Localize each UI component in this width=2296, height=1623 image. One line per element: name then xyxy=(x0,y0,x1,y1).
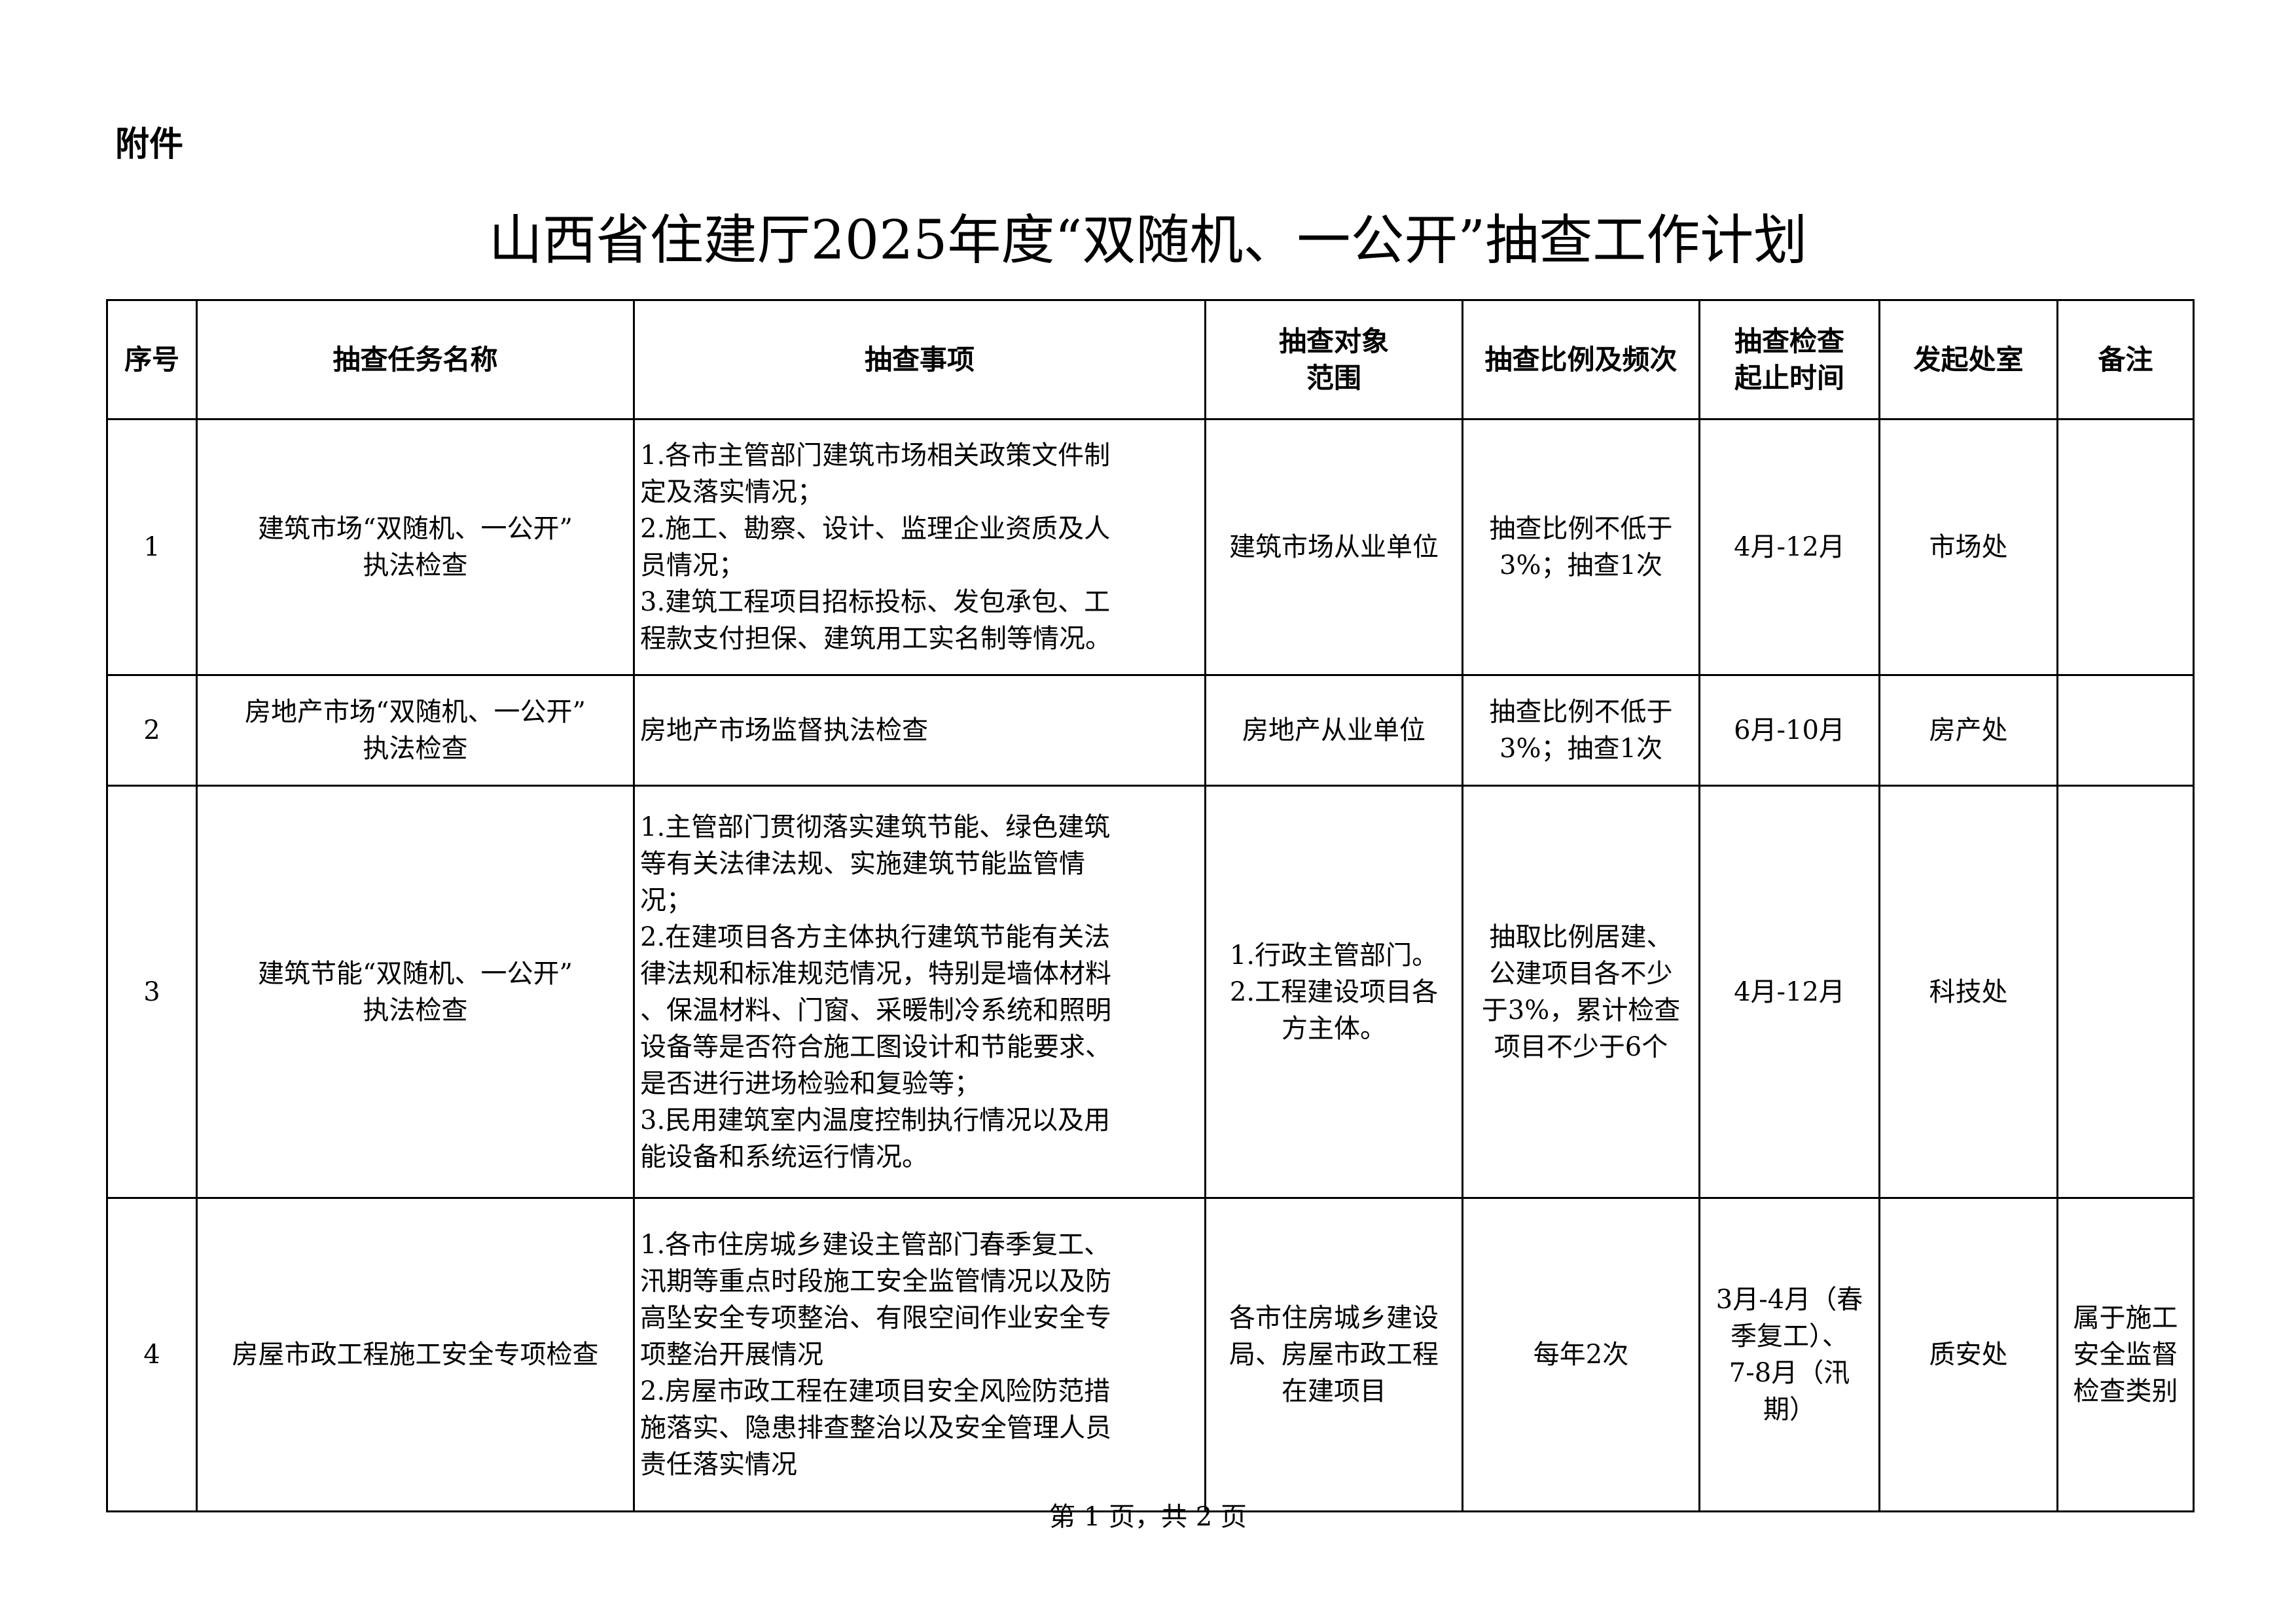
cell-ratio: 每年2次 xyxy=(1462,1197,1700,1512)
table-row: 3 建筑节能“双随机、一公开” 执法检查 1.主管部门贯彻落实建筑节能、绿色建筑… xyxy=(106,785,2195,1199)
header-period: 抽查检查 起止时间 xyxy=(1698,299,1880,420)
cell-task: 房地产市场“双随机、一公开” 执法检查 xyxy=(196,674,635,787)
cell-office: 房产处 xyxy=(1878,674,2058,787)
cell-office: 质安处 xyxy=(1878,1197,2058,1512)
cell-remark: 属于施工 安全监督 检查类别 xyxy=(2056,1197,2195,1512)
cell-items: 1.主管部门贯彻落实建筑节能、绿色建筑 等有关法律法规、实施建筑节能监管情 况；… xyxy=(633,785,1206,1199)
cell-items: 1.各市主管部门建筑市场相关政策文件制 定及落实情况； 2.施工、勘察、设计、监… xyxy=(633,418,1206,676)
header-task: 抽查任务名称 xyxy=(196,299,635,420)
cell-period: 3月-4月（春 季复工）、 7-8月（汛 期） xyxy=(1698,1197,1880,1512)
cell-scope: 房地产从业单位 xyxy=(1204,674,1463,787)
cell-scope: 1.行政主管部门。 2.工程建设项目各 方主体。 xyxy=(1204,785,1463,1199)
header-ratio: 抽查比例及频次 xyxy=(1462,299,1700,420)
inspection-plan-table: 序号 抽查任务名称 抽查事项 抽查对象 范围 抽查比例及频次 抽查检查 起止时间… xyxy=(106,299,2195,1512)
cell-office: 科技处 xyxy=(1878,785,2058,1199)
header-items: 抽查事项 xyxy=(633,299,1206,420)
cell-remark xyxy=(2056,785,2195,1199)
table-row: 4 房屋市政工程施工安全专项检查 1.各市住房城乡建设主管部门春季复工、 汛期等… xyxy=(106,1197,2195,1512)
cell-task: 房屋市政工程施工安全专项检查 xyxy=(196,1197,635,1512)
header-no: 序号 xyxy=(106,299,198,420)
header-remark: 备注 xyxy=(2056,299,2195,420)
cell-remark xyxy=(2056,674,2195,787)
cell-period: 6月-10月 xyxy=(1698,674,1880,787)
page-title: 山西省住建厅2025年度“双随机、一公开”抽查工作计划 xyxy=(488,209,1808,272)
attachment-label: 附件 xyxy=(115,125,184,164)
page-footer: 第 1 页，共 2 页 xyxy=(1049,1502,1247,1532)
header-scope: 抽查对象 范围 xyxy=(1204,299,1463,420)
cell-period: 4月-12月 xyxy=(1698,418,1880,676)
cell-items: 1.各市住房城乡建设主管部门春季复工、 汛期等重点时段施工安全监管情况以及防 高… xyxy=(633,1197,1206,1512)
cell-ratio: 抽查比例不低于 3%；抽查1次 xyxy=(1462,674,1700,787)
cell-no: 3 xyxy=(106,785,198,1199)
cell-remark xyxy=(2056,418,2195,676)
table-row: 1 建筑市场“双随机、一公开” 执法检查 1.各市主管部门建筑市场相关政策文件制… xyxy=(106,418,2195,676)
cell-task: 建筑节能“双随机、一公开” 执法检查 xyxy=(196,785,635,1199)
header-office: 发起处室 xyxy=(1878,299,2058,420)
cell-task: 建筑市场“双随机、一公开” 执法检查 xyxy=(196,418,635,676)
cell-no: 2 xyxy=(106,674,198,787)
cell-period: 4月-12月 xyxy=(1698,785,1880,1199)
cell-items: 房地产市场监督执法检查 xyxy=(633,674,1206,787)
table-header-row: 序号 抽查任务名称 抽查事项 抽查对象 范围 抽查比例及频次 抽查检查 起止时间… xyxy=(106,299,2195,420)
cell-ratio: 抽查比例不低于 3%；抽查1次 xyxy=(1462,418,1700,676)
cell-no: 4 xyxy=(106,1197,198,1512)
cell-office: 市场处 xyxy=(1878,418,2058,676)
cell-no: 1 xyxy=(106,418,198,676)
cell-scope: 建筑市场从业单位 xyxy=(1204,418,1463,676)
cell-ratio: 抽取比例居建、 公建项目各不少 于3%，累计检查 项目不少于6个 xyxy=(1462,785,1700,1199)
table-row: 2 房地产市场“双随机、一公开” 执法检查 房地产市场监督执法检查 房地产从业单… xyxy=(106,674,2195,787)
cell-scope: 各市住房城乡建设 局、房屋市政工程 在建项目 xyxy=(1204,1197,1463,1512)
